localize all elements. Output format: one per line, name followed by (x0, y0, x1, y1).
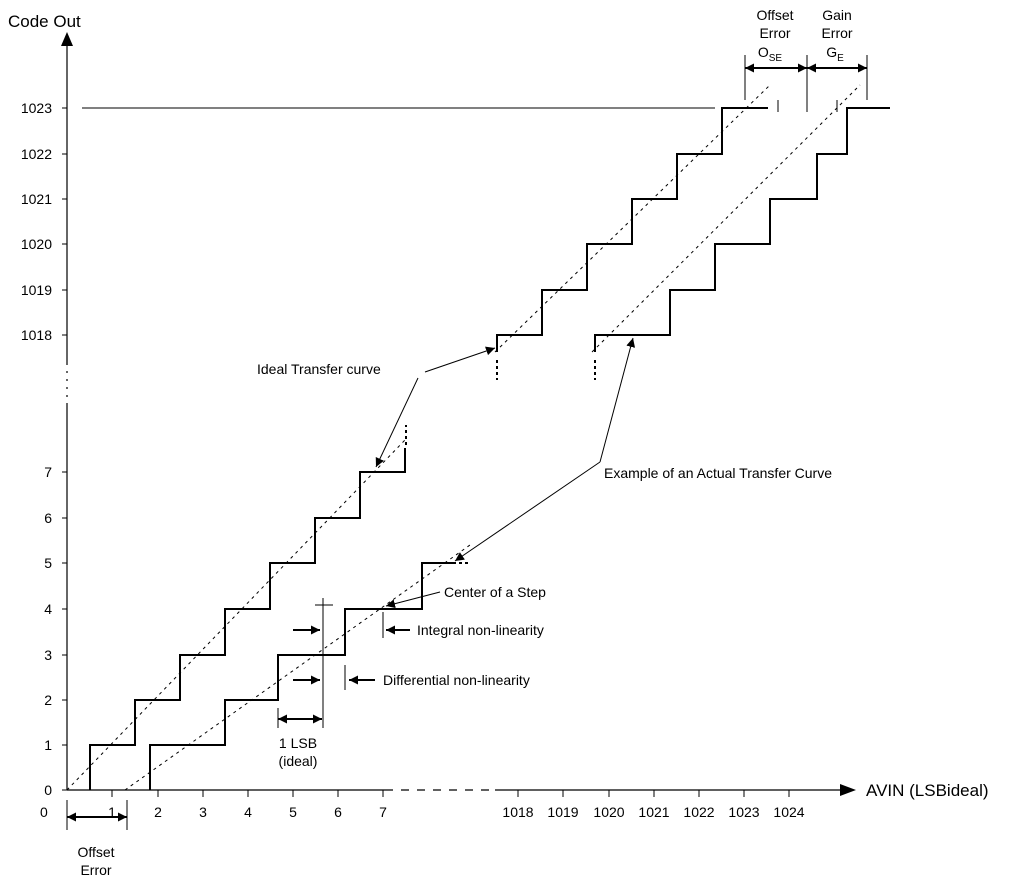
svg-text:1023: 1023 (728, 804, 759, 820)
svg-text:7: 7 (379, 804, 387, 820)
svg-text:1023: 1023 (21, 100, 52, 116)
actual-diagonal (124, 84, 861, 791)
inl-label: Integral non-linearity (417, 622, 544, 638)
svg-text:(ideal): (ideal) (279, 753, 318, 769)
lsb-label: 1 LSB (ideal) (279, 735, 318, 769)
offset-error-top-label: Offset Error OSE (756, 7, 793, 64)
svg-text:6: 6 (44, 510, 52, 526)
top-dimensions (744, 55, 868, 112)
svg-text:5: 5 (44, 555, 52, 571)
actual-staircase (149, 107, 890, 790)
svg-text:1019: 1019 (21, 282, 52, 298)
gain-error-top-label: Gain Error GE (821, 7, 852, 64)
svg-text:5: 5 (289, 804, 297, 820)
x-tick-labels: 0 1 2 3 4 5 6 7 1018 1019 1020 1021 1022… (40, 804, 805, 820)
svg-text:OSE: OSE (758, 44, 783, 64)
svg-text:Offset: Offset (77, 844, 114, 860)
svg-text:7: 7 (44, 464, 52, 480)
svg-text:Error: Error (821, 25, 852, 41)
svg-text:1024: 1024 (773, 804, 804, 820)
svg-text:1020: 1020 (593, 804, 624, 820)
svg-text:1018: 1018 (21, 327, 52, 343)
center-step-label: Center of a Step (444, 584, 546, 600)
svg-text:0: 0 (44, 782, 52, 798)
svg-text:Error: Error (80, 862, 111, 878)
y-axis-title: Code Out (8, 12, 81, 31)
svg-text:Gain: Gain (822, 7, 852, 23)
x-axis-arrow (840, 784, 856, 796)
svg-text:1018: 1018 (502, 804, 533, 820)
y-tick-labels: 0 1 2 3 4 5 6 7 1018 1019 1020 1021 1022… (21, 100, 52, 798)
ideal-staircase (89, 107, 768, 790)
svg-text:1021: 1021 (21, 191, 52, 207)
svg-text:4: 4 (244, 804, 252, 820)
actual-curve-label: Example of an Actual Transfer Curve (604, 465, 832, 481)
svg-text:0: 0 (40, 804, 48, 820)
svg-text:4: 4 (44, 601, 52, 617)
svg-text:1020: 1020 (21, 236, 52, 252)
svg-text:1: 1 (44, 737, 52, 753)
callouts (375, 337, 636, 609)
offset-error-bottom-label: Offset Error (77, 844, 114, 878)
svg-text:6: 6 (334, 804, 342, 820)
svg-text:1: 1 (108, 804, 116, 820)
y-axis-arrow (61, 32, 73, 46)
axes (61, 32, 856, 830)
svg-text:3: 3 (199, 804, 207, 820)
svg-text:GE: GE (826, 44, 844, 64)
svg-text:3: 3 (44, 647, 52, 663)
x-tick-marks (111, 790, 790, 797)
nonlinearity-markers (277, 598, 410, 728)
y-tick-marks (62, 107, 67, 791)
dnl-label: Differential non-linearity (383, 672, 530, 688)
ideal-curve-label: Ideal Transfer curve (257, 361, 381, 377)
svg-text:1022: 1022 (21, 146, 52, 162)
svg-text:1021: 1021 (638, 804, 669, 820)
svg-text:1 LSB: 1 LSB (279, 735, 317, 751)
svg-text:Offset: Offset (756, 7, 793, 23)
svg-text:1022: 1022 (683, 804, 714, 820)
x-axis-title: AVIN (LSBideal) (866, 781, 989, 800)
svg-text:2: 2 (44, 692, 52, 708)
svg-text:1019: 1019 (547, 804, 578, 820)
svg-text:Error: Error (759, 25, 790, 41)
svg-text:2: 2 (154, 804, 162, 820)
